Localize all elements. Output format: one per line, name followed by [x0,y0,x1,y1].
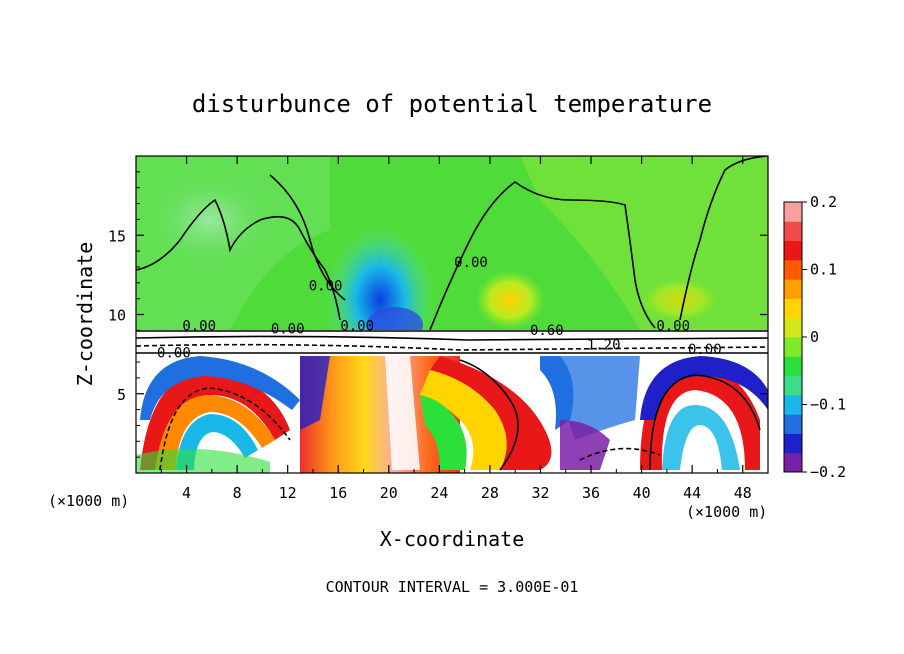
contour-label: 0.00 [157,345,191,361]
purple-patch [560,420,610,470]
colorbar-tick-label: 0 [810,328,819,346]
y-tick-label: 15 [108,227,126,245]
x-axis-title: X-coordinate [380,527,525,551]
y-axis: 5 10 15 [108,171,768,458]
yellow-patch-2 [640,278,720,322]
y-axis-title: Z-coordinate [73,242,97,387]
contour-label: 0.00 [656,318,690,334]
central-white-core [385,356,420,470]
contour-upper-mid [269,174,346,301]
far-right-blue-loop [640,356,768,420]
colorbar-swatch [784,259,802,280]
colorbar-tick-label: 0.2 [810,193,837,211]
colorbar-swatch [784,433,802,454]
x-tick-label: 12 [279,484,297,502]
contour-label: 0.00 [340,318,374,334]
contour-bottom-dash [579,447,661,461]
y-tick-label: 10 [108,307,126,325]
right-green-sweep [420,395,467,470]
x-tick-label: 40 [633,484,651,502]
colorbar-swatch [784,394,802,415]
colorbar-swatch [784,240,802,261]
colorbar-swatch [784,317,802,338]
x-tick-label: 24 [430,484,448,502]
x-unit-label-right: (×1000 m) [686,503,767,521]
lower-left-orange-arc [155,395,275,470]
x-unit-label-left: (×1000 m) [48,492,129,510]
colorbar: −0.2 −0.1 0 0.1 0.2 [783,193,846,481]
contour-inversion-2 [136,335,768,341]
x-tick-label: 28 [481,484,499,502]
colorbar-swatch [784,221,802,242]
colorbar-swatch [784,375,802,396]
colorbar-swatch [784,337,802,357]
right-yellow-sweep [420,370,507,470]
lower-left-cyan-band [176,414,258,470]
contour-label: 0.00 [454,255,488,271]
contour-lines [136,156,768,471]
lower-left-red-arc [140,371,290,470]
contour-far-right [649,374,761,471]
colorbar-swatch [784,414,802,434]
colorbar-swatch [784,452,802,473]
right-red-sweep [430,356,552,470]
x-tick-label: 44 [683,484,701,502]
colorbar-swatch [784,279,802,299]
colorbar-tick-label: −0.2 [810,463,846,481]
x-tick-label: 16 [329,484,347,502]
far-right-red-loop [640,365,760,470]
colorbar-swatch [784,202,802,222]
colorbar-tick-label: 0.1 [810,261,837,279]
far-right-white-core [680,425,722,470]
contour-label: 0.00 [182,318,216,334]
contour-interval-label: CONTOUR INTERVAL = 3.000E-01 [326,578,579,596]
contour-upper-left [136,198,341,321]
contour-upper-right [679,156,768,321]
lower-left-blue-arc [140,356,300,420]
pale-green-patch [150,175,270,265]
x-tick-label: 32 [531,484,549,502]
contour-lower-right [459,359,519,471]
colorbar-tick-label: −0.1 [810,396,846,414]
contour-label: 1.20 [587,337,621,353]
x-tick-label: 48 [734,484,752,502]
colorbar-swatch [784,298,802,319]
y-tick-label: 5 [117,386,126,404]
x-tick-label: 4 [182,484,191,502]
x-axis: 4 8 12 16 20 24 28 32 36 40 44 48 [160,156,752,502]
contour-label: 0.00 [309,279,343,295]
contour-label: 0.00 [271,322,305,338]
contour-inversion-3 [136,343,768,351]
x-tick-label: 8 [233,484,242,502]
contour-label: 0.60 [530,323,564,339]
contour-labels: 0.00 0.00 0.00 0.00 0.00 0.00 0.60 1.20 0.00 0.00 [157,255,722,361]
contour-upper-center [429,181,656,331]
contour-label: 0.00 [688,342,722,358]
temperature-field [136,156,768,473]
x-tick-label: 36 [582,484,600,502]
yellow-patch [475,270,545,330]
bottom-green-streak [136,448,270,473]
x-tick-label: 20 [380,484,398,502]
contour-lower-left [159,387,291,471]
colorbar-swatch [784,356,802,377]
chart-title: disturbunce of potential temperature [192,90,712,118]
central-blue-wedge [300,356,330,430]
right-blue-patch [560,356,640,440]
